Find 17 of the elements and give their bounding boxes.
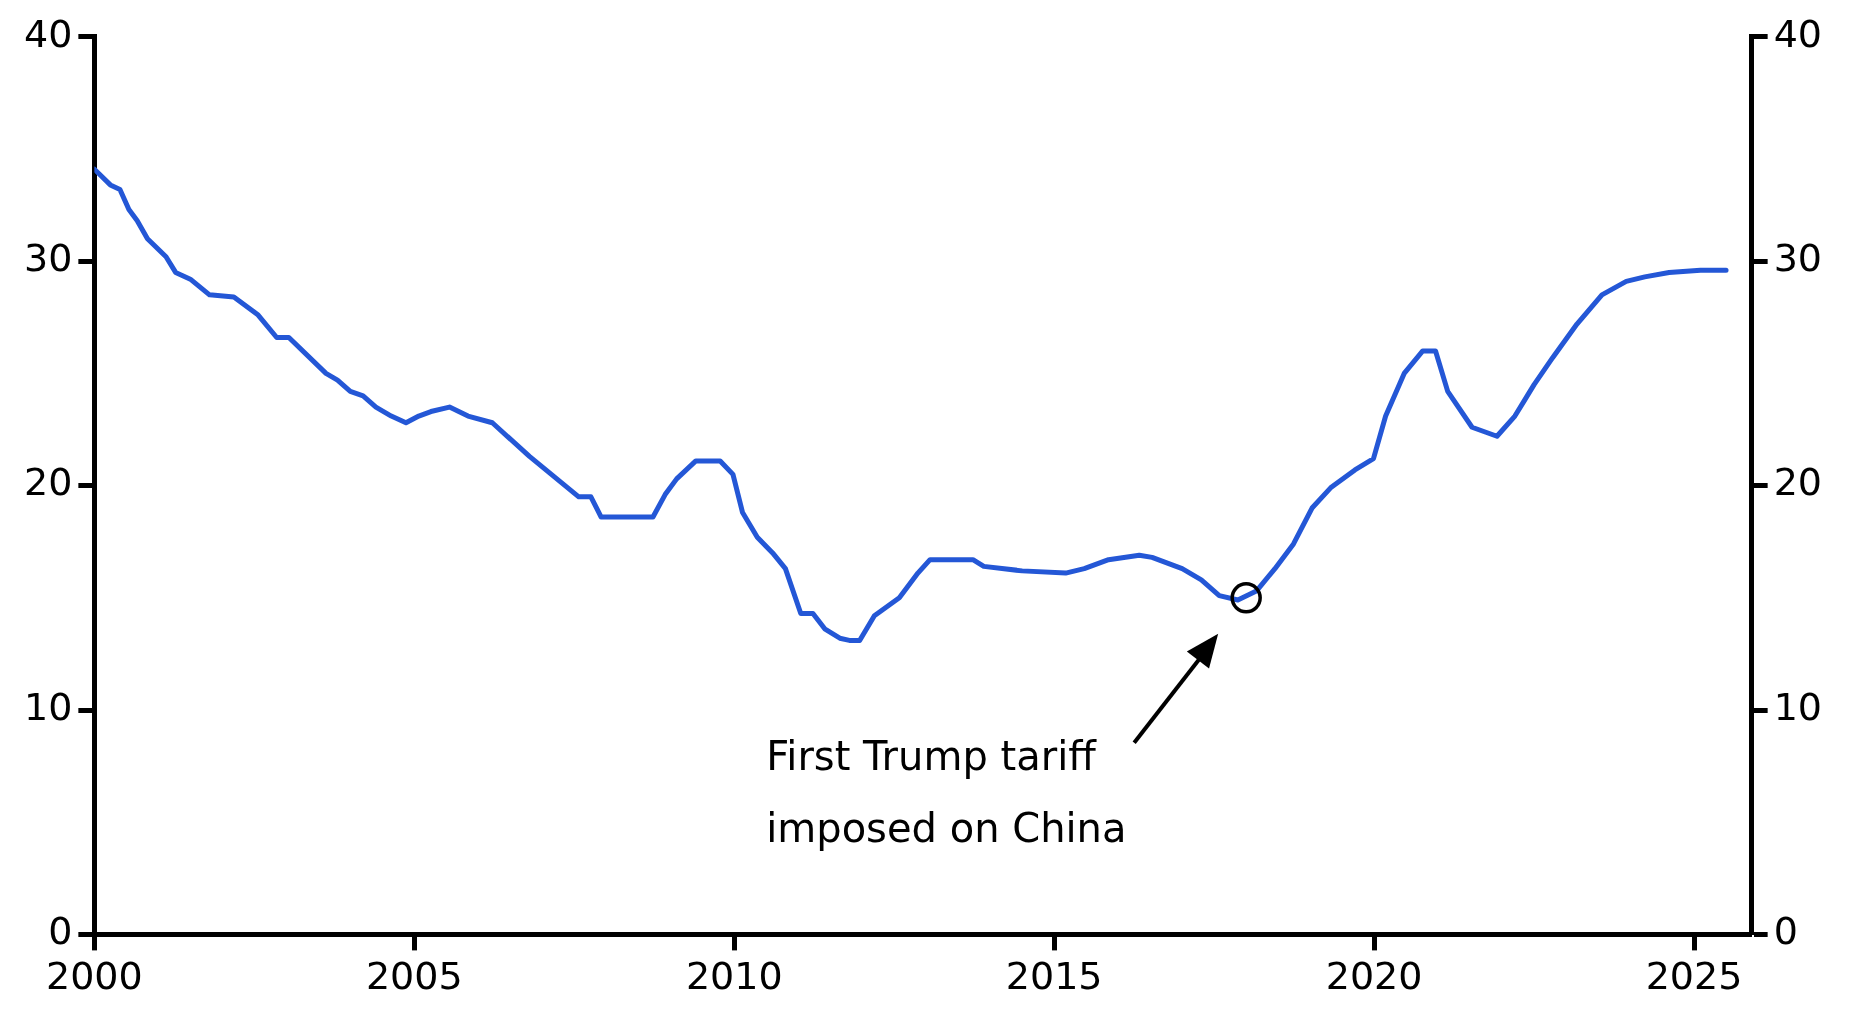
y-tick-label: 10 [23, 684, 73, 729]
x-tick-label: 2005 [365, 954, 463, 999]
x-tick-label: 2020 [1325, 954, 1423, 999]
y2-tick-label: 20 [1773, 460, 1823, 505]
x-tick-label: 2015 [1005, 954, 1103, 999]
y-tick-label: 40 [23, 11, 73, 56]
y2-tick-label: 0 [1773, 909, 1798, 954]
y2-tick-label: 10 [1773, 684, 1823, 729]
x-tick-label: 2010 [685, 954, 783, 999]
y2-tick-label: 30 [1773, 236, 1823, 281]
y-tick-label: 30 [23, 236, 73, 281]
y-tick-label: 20 [23, 460, 73, 505]
y-tick-label: 0 [48, 909, 73, 954]
y2-tick-label: 40 [1773, 11, 1823, 56]
annotation: First Trump tariff imposed on China [766, 731, 1127, 853]
x-tick-label: 2025 [1645, 954, 1743, 999]
x-tick-label: 2000 [45, 954, 143, 999]
